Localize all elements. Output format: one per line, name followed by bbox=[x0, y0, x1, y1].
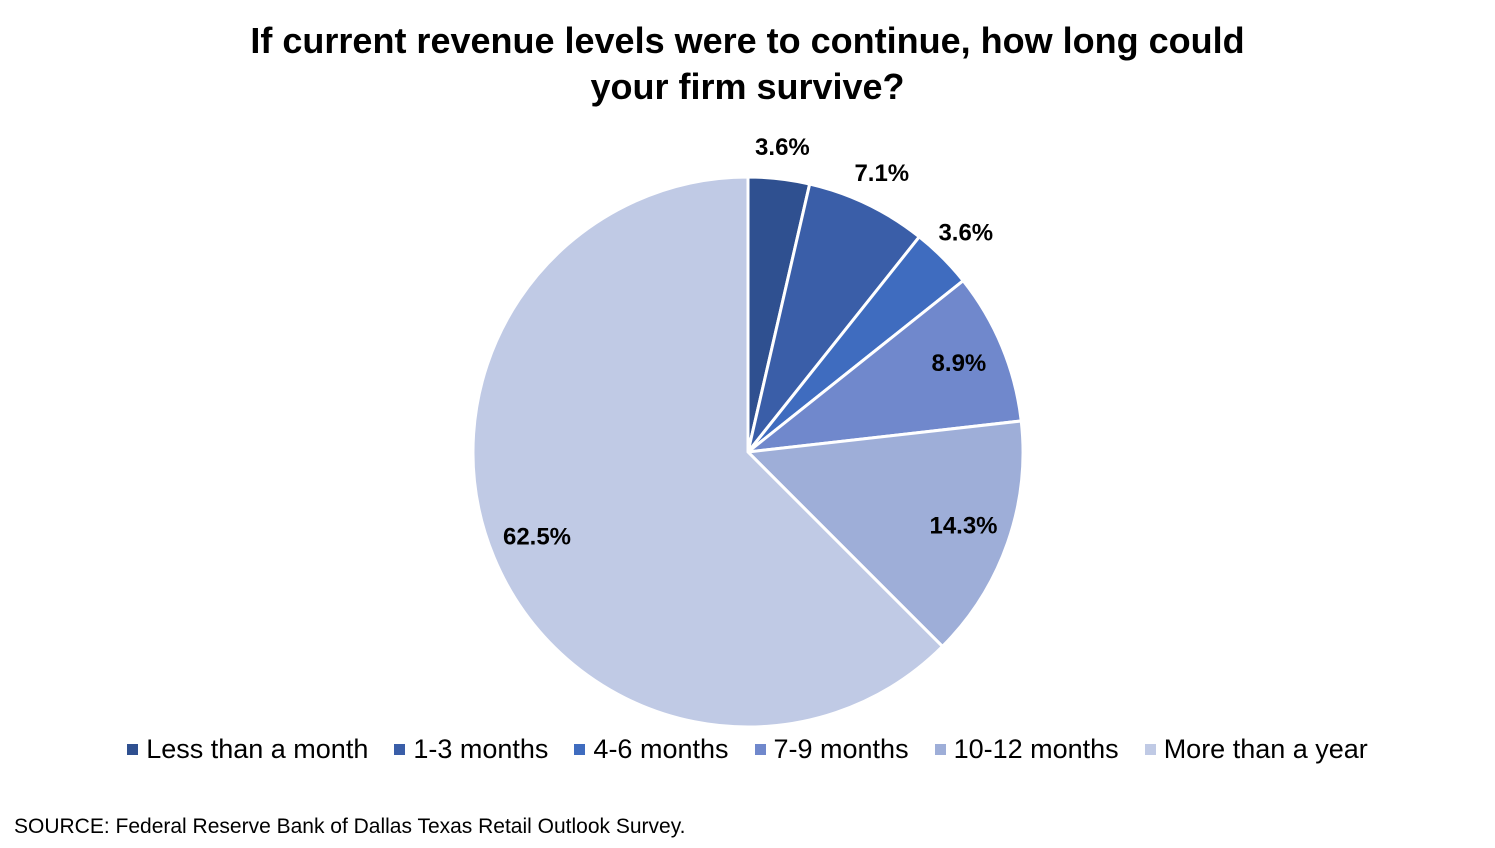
pie-slice-4 bbox=[746, 279, 1023, 454]
pie-data-label-1: 3.6% bbox=[755, 134, 810, 161]
chart-legend: Less than a month 1-3 months 4-6 months 7-9… bbox=[0, 734, 1495, 765]
legend-label: 1-3 months bbox=[413, 734, 549, 764]
legend-swatch bbox=[394, 744, 406, 755]
pie-data-label-5: 14.3% bbox=[929, 513, 997, 540]
legend-swatch bbox=[1144, 744, 1156, 755]
legend-item-2: 1-3 months bbox=[394, 734, 548, 765]
pie-slice-6 bbox=[471, 175, 944, 729]
pie-slice-5 bbox=[746, 419, 1025, 648]
legend-label: Less than a month bbox=[146, 734, 369, 764]
pie-data-label-4: 8.9% bbox=[932, 350, 987, 377]
source-note: SOURCE: Federal Reserve Bank of Dallas T… bbox=[14, 815, 686, 838]
pie-data-label-3: 3.6% bbox=[938, 220, 993, 247]
legend-item-4: 7-9 months bbox=[754, 734, 909, 765]
chart-title: If current revenue levels were to contin… bbox=[0, 18, 1495, 110]
pie-data-label-2: 7.1% bbox=[854, 160, 909, 187]
legend-item-5: 10-12 months bbox=[934, 734, 1119, 765]
legend-label: 10-12 months bbox=[953, 734, 1119, 764]
legend-swatch bbox=[574, 744, 586, 755]
legend-label: 7-9 months bbox=[773, 734, 909, 764]
pie-slice-2 bbox=[746, 182, 921, 454]
legend-swatch bbox=[754, 744, 766, 755]
legend-item-6: More than a year bbox=[1144, 734, 1368, 765]
legend-item-1: Less than a month bbox=[127, 734, 368, 765]
chart-title-line-1: If current revenue levels were to contin… bbox=[250, 20, 1245, 61]
chart-title-line-2: your firm survive? bbox=[590, 66, 905, 107]
legend-swatch bbox=[934, 744, 946, 755]
legend-label: 4-6 months bbox=[593, 734, 729, 764]
pie-data-label-6: 62.5% bbox=[503, 523, 571, 550]
legend-item-3: 4-6 months bbox=[574, 734, 729, 765]
legend-swatch bbox=[127, 744, 139, 755]
legend-label: More than a year bbox=[1163, 734, 1368, 764]
